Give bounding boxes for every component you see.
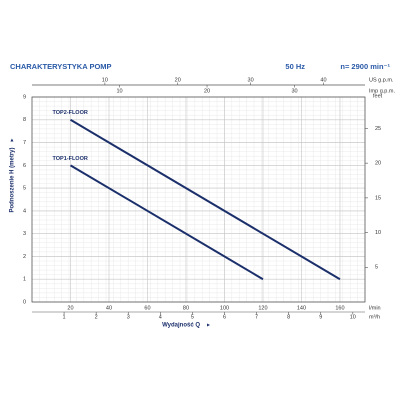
tick-label: 30: [248, 77, 254, 83]
tick-label: 7: [255, 314, 258, 320]
pump-curve: [69, 118, 341, 281]
x-tick-label: 40: [106, 305, 112, 311]
y-tick-label: 1: [23, 277, 26, 283]
x-unit: l/min: [369, 305, 381, 311]
y-tick-label: 6: [23, 163, 26, 169]
tick-label: 10: [116, 88, 122, 94]
tick-label: 10: [102, 77, 108, 83]
y-tick-label: 3: [23, 231, 26, 237]
tick-label: 9: [319, 314, 322, 320]
tick-label: 5: [191, 314, 194, 320]
tick-label: 6: [223, 314, 226, 320]
series-label: TOP1-FLOOR: [52, 156, 87, 162]
x-tick-label: 100: [220, 305, 229, 311]
y-tick-label: 2: [23, 254, 26, 260]
tick-label: 40: [320, 77, 326, 83]
y-axis-label: Podnoszenie H (metry): [10, 147, 16, 212]
x-arrow: ▸: [207, 323, 210, 329]
y-tick-label: 8: [23, 117, 26, 123]
speed: n= 2900 min⁻¹: [340, 62, 390, 71]
y2-tick-label: 10: [375, 230, 381, 236]
y-tick-label: 4: [23, 208, 26, 214]
y2-unit: feet: [373, 93, 383, 99]
tick-label: 10: [350, 314, 356, 320]
tick-label: 4: [159, 314, 162, 320]
plot-frame: [31, 96, 366, 303]
chart-title: CHARAKTERYSTYKA POMP: [10, 62, 112, 71]
x-tick-label: 140: [297, 305, 306, 311]
y-arrow: ▸: [10, 138, 16, 141]
x-tick-label: 160: [335, 305, 344, 311]
axis-unit: US g.p.m.: [369, 77, 394, 83]
y2-tick-label: 15: [375, 195, 381, 201]
axis-unit: m³/h: [369, 314, 380, 320]
axis-unit: Imp g.p.m.: [369, 88, 395, 94]
x-tick-label: 80: [183, 305, 189, 311]
pump-curve: [69, 164, 264, 281]
series-label: TOP2-FLOOR: [52, 110, 87, 116]
tick-label: 20: [175, 77, 181, 83]
tick-label: 2: [95, 314, 98, 320]
tick-label: 30: [291, 88, 297, 94]
frequency: 50 Hz: [285, 62, 305, 71]
x-tick-label: 60: [144, 305, 150, 311]
y2-tick-label: 20: [375, 161, 381, 167]
x-tick-label: 20: [67, 305, 73, 311]
y-tick-label: 0: [23, 299, 26, 305]
tick-label: 1: [63, 314, 66, 320]
x-tick-label: 120: [258, 305, 267, 311]
y2-tick-label: 25: [375, 126, 381, 132]
tick-label: 20: [204, 88, 210, 94]
y2-tick-label: 5: [375, 265, 378, 271]
tick-label: 8: [287, 314, 290, 320]
y-tick-label: 5: [23, 186, 26, 192]
y-tick-label: 7: [23, 140, 26, 146]
y-tick-label: 9: [23, 94, 26, 100]
tick-label: 3: [127, 314, 130, 320]
x-axis-label: Wydajność Q: [162, 323, 200, 329]
